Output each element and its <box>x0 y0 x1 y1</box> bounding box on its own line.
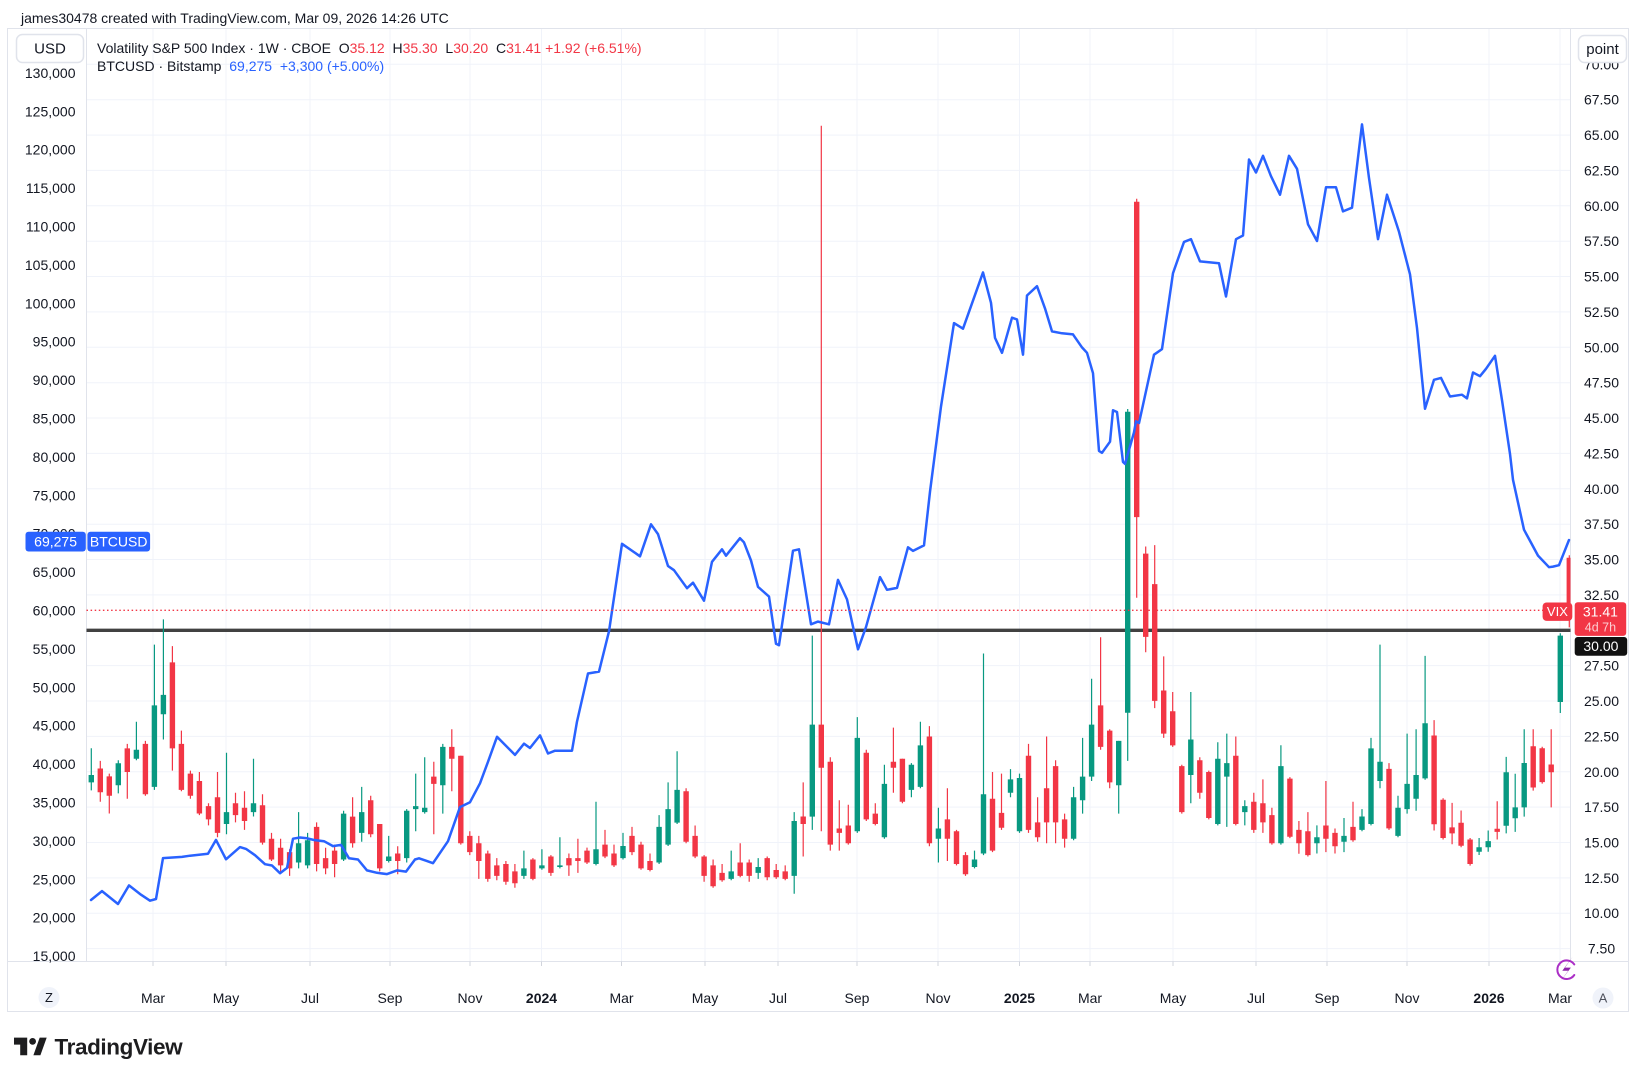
svg-text:47.50: 47.50 <box>1584 375 1619 391</box>
svg-text:Sep: Sep <box>378 990 403 1006</box>
svg-text:point: point <box>1586 41 1619 58</box>
svg-text:A: A <box>1599 991 1608 1006</box>
svg-text:May: May <box>213 990 239 1006</box>
svg-text:20,000: 20,000 <box>33 910 76 926</box>
svg-text:BTCUSD: BTCUSD <box>90 533 148 549</box>
svg-text:27.50: 27.50 <box>1584 658 1619 674</box>
svg-text:10.00: 10.00 <box>1584 905 1619 921</box>
svg-text:2024: 2024 <box>526 990 557 1006</box>
svg-text:TradingView: TradingView <box>55 1035 184 1060</box>
svg-text:22.50: 22.50 <box>1584 728 1619 744</box>
svg-text:105,000: 105,000 <box>25 257 76 273</box>
svg-text:40,000: 40,000 <box>33 756 76 772</box>
svg-text:55.00: 55.00 <box>1584 269 1619 285</box>
svg-text:60,000: 60,000 <box>33 603 76 619</box>
svg-text:52.50: 52.50 <box>1584 304 1619 320</box>
svg-text:37.50: 37.50 <box>1584 516 1619 532</box>
svg-text:110,000: 110,000 <box>26 219 76 235</box>
svg-text:30,000: 30,000 <box>33 833 76 849</box>
svg-text:45,000: 45,000 <box>33 718 76 734</box>
svg-text:Jul: Jul <box>1247 990 1265 1006</box>
svg-text:67.50: 67.50 <box>1584 92 1619 108</box>
svg-text:69,275: 69,275 <box>34 533 77 549</box>
svg-text:7.50: 7.50 <box>1588 941 1615 957</box>
svg-text:35,000: 35,000 <box>33 795 76 811</box>
svg-text:25.00: 25.00 <box>1584 693 1619 709</box>
svg-text:12.50: 12.50 <box>1584 870 1619 886</box>
svg-text:65,000: 65,000 <box>33 564 76 580</box>
svg-text:May: May <box>692 990 718 1006</box>
svg-text:85,000: 85,000 <box>33 411 76 427</box>
svg-text:25,000: 25,000 <box>33 871 76 887</box>
svg-text:50,000: 50,000 <box>33 679 76 695</box>
svg-text:james30478 created with Tradin: james30478 created with TradingView.com,… <box>20 10 449 26</box>
svg-text:BTCUSD · Bitstamp 69,275 +3,: BTCUSD · Bitstamp 69,275 +3,300 (+5.00%) <box>97 58 384 74</box>
svg-text:30.00: 30.00 <box>1583 638 1618 654</box>
svg-text:50.00: 50.00 <box>1584 339 1619 355</box>
svg-text:Z: Z <box>45 990 53 1005</box>
svg-text:55,000: 55,000 <box>33 641 76 657</box>
svg-text:USD: USD <box>34 41 66 58</box>
svg-text:15.00: 15.00 <box>1584 835 1619 851</box>
svg-text:60.00: 60.00 <box>1584 198 1619 214</box>
svg-text:65.00: 65.00 <box>1584 127 1619 143</box>
svg-text:Mar: Mar <box>609 990 633 1006</box>
svg-text:Sep: Sep <box>1315 990 1340 1006</box>
svg-text:2026: 2026 <box>1473 990 1504 1006</box>
svg-text:57.50: 57.50 <box>1584 233 1619 249</box>
svg-text:Jul: Jul <box>301 990 319 1006</box>
svg-text:Jul: Jul <box>769 990 787 1006</box>
svg-text:May: May <box>1160 990 1186 1006</box>
svg-text:17.50: 17.50 <box>1584 799 1619 815</box>
svg-text:32.50: 32.50 <box>1584 587 1619 603</box>
svg-text:75,000: 75,000 <box>33 487 76 503</box>
svg-text:31.41: 31.41 <box>1583 603 1618 619</box>
svg-text:80,000: 80,000 <box>33 449 76 465</box>
svg-text:90,000: 90,000 <box>33 372 76 388</box>
svg-text:120,000: 120,000 <box>25 142 76 158</box>
svg-text:Mar: Mar <box>1078 990 1102 1006</box>
svg-text:4d 7h: 4d 7h <box>1585 621 1616 635</box>
svg-text:Nov: Nov <box>458 990 483 1006</box>
svg-text:40.00: 40.00 <box>1584 481 1619 497</box>
svg-text:Nov: Nov <box>1395 990 1420 1006</box>
svg-text:100,000: 100,000 <box>25 295 76 311</box>
svg-text:130,000: 130,000 <box>25 65 76 81</box>
svg-text:115,000: 115,000 <box>26 180 76 196</box>
svg-text:Sep: Sep <box>845 990 870 1006</box>
svg-text:35.00: 35.00 <box>1584 552 1619 568</box>
svg-text:125,000: 125,000 <box>25 103 76 119</box>
svg-text:Mar: Mar <box>1548 990 1572 1006</box>
svg-text:Volatility S&P 500 Index · 1W: Volatility S&P 500 Index · 1W · CBOE O35… <box>97 40 642 56</box>
svg-text:62.50: 62.50 <box>1584 162 1619 178</box>
svg-text:Nov: Nov <box>926 990 951 1006</box>
svg-text:45.00: 45.00 <box>1584 410 1619 426</box>
svg-text:95,000: 95,000 <box>33 334 76 350</box>
svg-text:42.50: 42.50 <box>1584 445 1619 461</box>
svg-text:15,000: 15,000 <box>33 948 76 964</box>
svg-text:Mar: Mar <box>141 990 165 1006</box>
svg-text:VIX: VIX <box>1547 604 1568 619</box>
svg-text:2025: 2025 <box>1004 990 1035 1006</box>
svg-text:20.00: 20.00 <box>1584 764 1619 780</box>
